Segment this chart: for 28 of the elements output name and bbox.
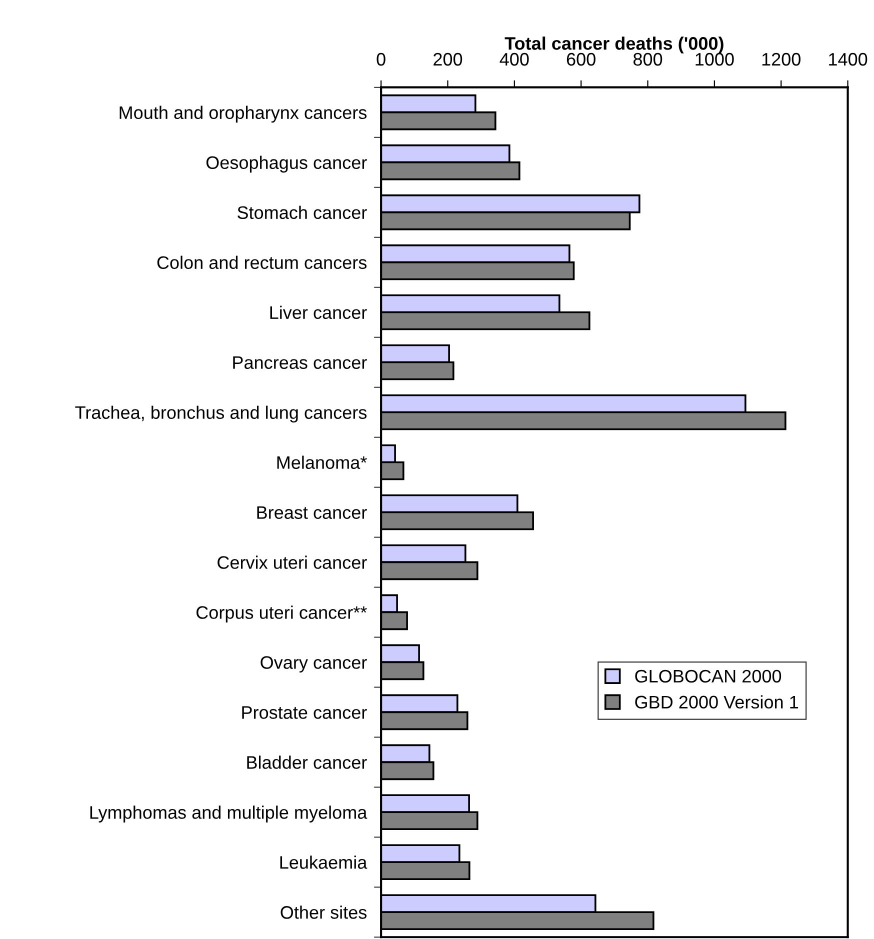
x-tick-label: 1000 [696, 52, 734, 66]
legend-label: GLOBOCAN 2000 [635, 670, 782, 683]
x-axis-title: Total cancer deaths ('000) [504, 36, 724, 54]
x-tick-label: 1400 [829, 52, 868, 66]
y-tick-label: Breast cancer [257, 506, 367, 519]
y-tick-label: Lymphomas and multiple myeloma [90, 806, 368, 822]
y-tick-label: Corpus uteri cancer** [196, 606, 367, 622]
y-tick-label: Colon and rectum cancers [157, 256, 367, 270]
y-tick-label: Pancreas cancer [233, 356, 367, 369]
y-tick-label: Mouth and oropharynx cancers [120, 106, 367, 123]
x-tick-label: 0 [376, 52, 386, 66]
y-tick-label: Stomach cancer [238, 206, 367, 220]
y-tick-label: Melanoma* [277, 456, 367, 469]
y-tick-label: Ovary cancer [260, 656, 367, 672]
y-tick-label: Leukaemia [280, 856, 368, 869]
y-tick-label: Bladder cancer [247, 756, 367, 769]
y-tick-label: Liver cancer [270, 306, 367, 319]
y-tick-label: Prostate cancer [242, 706, 367, 719]
x-tick-label: 400 [500, 52, 529, 66]
x-tick-label: 1200 [762, 52, 800, 66]
y-tick-label: Other sites [280, 906, 367, 919]
legend-label: GBD 2000 Version 1 [635, 695, 798, 709]
y-tick-label: Oesophagus cancer [206, 156, 367, 173]
y-tick-label: Trachea, bronchus and lung cancers [75, 406, 367, 423]
x-tick-label: 800 [633, 52, 662, 66]
y-tick-label: Cervix uteri cancer [218, 556, 367, 569]
x-tick-label: 600 [566, 52, 596, 66]
x-tick-label: 200 [434, 52, 462, 66]
